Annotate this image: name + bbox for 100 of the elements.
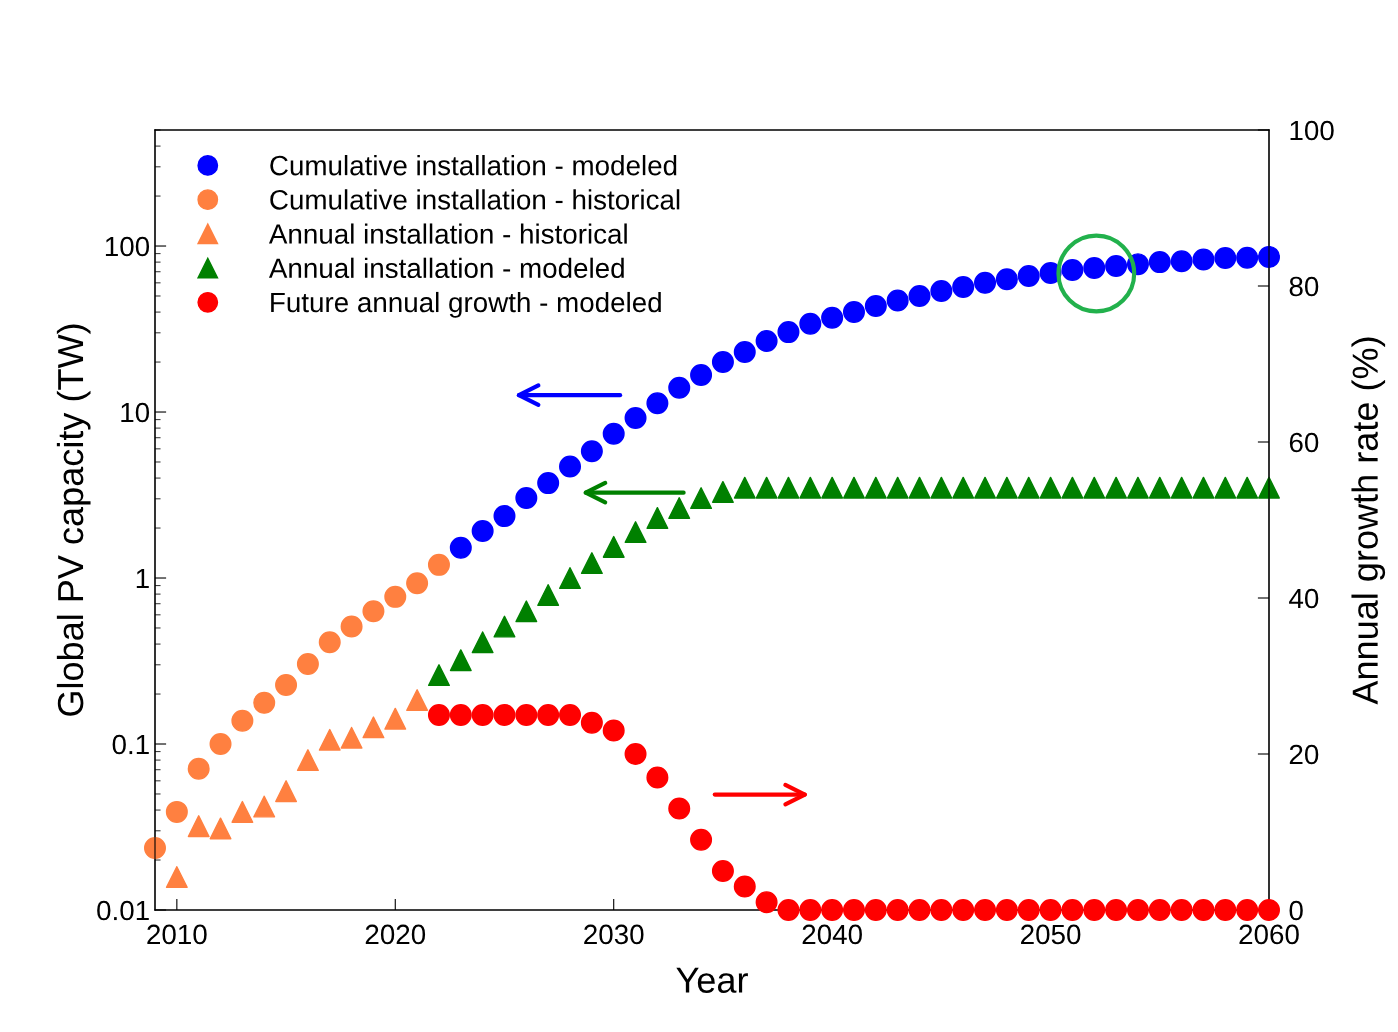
point	[427, 553, 450, 576]
y2-tick-label: 20	[1289, 744, 1319, 765]
y2-tick-label: 0	[1289, 900, 1303, 921]
y-tick-label: 1	[136, 568, 149, 589]
point	[1017, 264, 1040, 287]
legend-label: Cumulative installation - modeled	[270, 155, 677, 176]
point	[733, 340, 756, 363]
point	[799, 476, 822, 499]
y2-tick-label: 100	[1290, 120, 1334, 141]
point	[471, 631, 494, 654]
y2-axis-title: Annual growth rate (%)	[1351, 337, 1386, 705]
point	[624, 407, 647, 430]
point	[602, 535, 625, 558]
point	[711, 480, 734, 503]
point	[1061, 476, 1084, 499]
point	[537, 472, 560, 495]
point	[537, 584, 560, 607]
point	[406, 572, 429, 595]
point	[449, 536, 472, 559]
point	[952, 476, 975, 499]
point	[275, 780, 298, 803]
point	[231, 800, 254, 823]
point	[165, 800, 188, 823]
point	[952, 276, 975, 299]
point	[995, 476, 1018, 499]
point	[296, 749, 319, 772]
point	[930, 279, 953, 302]
point	[362, 600, 385, 623]
point	[821, 476, 844, 499]
point	[406, 689, 429, 712]
point	[1061, 259, 1084, 282]
point	[1236, 246, 1259, 269]
point	[340, 615, 363, 638]
point	[580, 440, 603, 463]
point	[799, 312, 822, 335]
point	[231, 709, 254, 732]
point	[646, 506, 669, 529]
point	[1126, 476, 1149, 499]
point	[449, 649, 472, 672]
y2-tick-label: 60	[1289, 432, 1319, 453]
point	[974, 271, 997, 294]
point	[1192, 248, 1215, 271]
x-tick-label: 2040	[802, 924, 862, 945]
point	[755, 476, 778, 499]
legend-label: Cumulative installation - historical	[270, 189, 680, 210]
point	[908, 284, 931, 307]
point	[253, 795, 276, 818]
point	[842, 301, 865, 324]
point	[559, 455, 582, 478]
point	[187, 757, 210, 780]
point	[821, 306, 844, 329]
point	[864, 476, 887, 499]
point	[755, 329, 778, 352]
x-tick-label: 2050	[1021, 924, 1081, 945]
y-tick-label: 10	[121, 402, 150, 423]
y-axis-title: Global PV capacity (TW)	[56, 324, 91, 716]
y-tick-label: 0.01	[97, 900, 149, 921]
point	[1148, 251, 1171, 274]
point	[471, 519, 494, 542]
point	[711, 351, 734, 374]
point	[1214, 247, 1237, 269]
point	[187, 815, 210, 838]
point	[384, 585, 407, 608]
y2-tick-label: 80	[1289, 276, 1319, 297]
point	[624, 521, 647, 544]
y-tick-label: 0.1	[112, 734, 149, 755]
point	[296, 653, 319, 676]
x-tick-label: 2060	[1239, 924, 1299, 945]
legend-label: Future annual growth - modeled	[271, 291, 661, 318]
point	[930, 476, 953, 499]
point	[384, 707, 407, 730]
point	[559, 567, 582, 590]
point	[427, 664, 450, 687]
point	[340, 726, 363, 749]
point	[1192, 476, 1215, 499]
point	[209, 817, 232, 840]
point	[995, 268, 1018, 291]
y2-tick-label: 40	[1289, 588, 1319, 609]
point	[165, 866, 188, 889]
point	[1170, 250, 1193, 273]
point	[493, 505, 516, 528]
point	[493, 615, 516, 638]
point	[886, 289, 909, 312]
point	[690, 487, 713, 510]
point	[1214, 476, 1237, 499]
point	[1170, 476, 1193, 499]
legend-label: Annual installation - modeled	[268, 257, 624, 279]
point	[209, 733, 232, 756]
point	[777, 321, 800, 344]
point	[974, 476, 997, 499]
x-tick-label: 2020	[365, 924, 426, 945]
point	[1083, 476, 1106, 499]
x-tick-label: 2030	[584, 924, 644, 945]
point	[515, 600, 538, 623]
point	[362, 716, 385, 739]
legend-label: Annual installation - historical	[268, 223, 627, 244]
point	[1105, 255, 1128, 277]
point	[646, 392, 669, 415]
point	[580, 552, 603, 575]
point	[318, 728, 341, 751]
